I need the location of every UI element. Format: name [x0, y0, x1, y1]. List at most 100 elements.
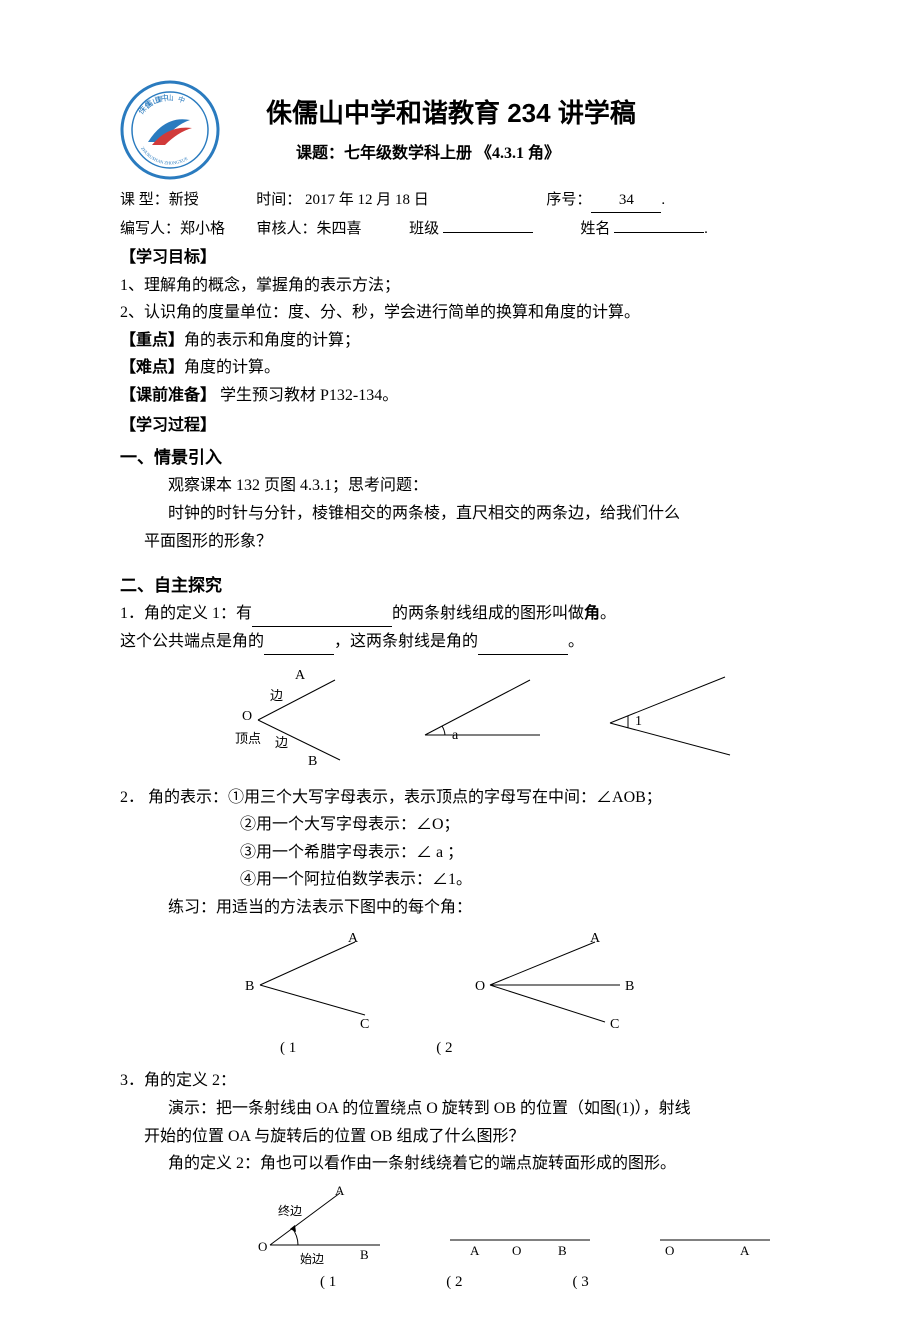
class-blank	[443, 232, 533, 233]
objective-2: 2、认识角的度量单位：度、分、秒，学会进行简单的换算和角度的计算。	[120, 300, 820, 326]
def1-prefix: 1．角的定义 1：有	[120, 605, 252, 622]
prep-line: 【课前准备】 学生预习教材 P132-134。	[120, 383, 820, 409]
subtitle: 课题：七年级数学科上册 《4.3.1 角》	[296, 141, 820, 167]
caption-3-2: ( 2	[446, 1270, 462, 1294]
def1-suffix: 的两条射线组成的图形叫做	[392, 605, 584, 622]
def1-end: 。	[600, 605, 616, 622]
svg-text:B: B	[245, 979, 254, 994]
rep-item-4: ④用一个阿拉伯数学表示：∠1。	[240, 867, 820, 893]
section1-title: 一、情景引入	[120, 444, 820, 471]
svg-text:顶点: 顶点	[235, 731, 261, 746]
angle-diagrams-3: A 终边 O 始边 B A O B O A	[240, 1185, 820, 1270]
svg-text:O: O	[258, 1239, 267, 1254]
focus-line: 【重点】角的表示和角度的计算；	[120, 328, 820, 354]
def1b-line: 这个公共端点是角的 ，这两条射线是角的 。	[120, 629, 820, 655]
rep-item-1: ①用三个大写字母表示，表示顶点的字母写在中间：∠AOB；	[228, 789, 662, 806]
focus-heading: 【重点】	[120, 332, 184, 349]
rep-item-2: ②用一个大写字母表示：∠O；	[240, 812, 820, 838]
svg-text:A: A	[590, 931, 601, 946]
svg-text:O: O	[512, 1243, 521, 1258]
reviewer-label: 审核人：	[257, 221, 317, 237]
svg-text:A: A	[295, 668, 306, 683]
author-label: 编写人：	[120, 221, 180, 237]
def1b-mid: ，这两条射线是角的	[334, 633, 478, 650]
angle-diagrams-1: A 边 O 顶点 边 B a 1	[180, 665, 820, 775]
def1b-blank1	[264, 639, 334, 655]
def2-line2: 开始的位置 OA 与旋转后的位置 OB 组成了什么图形？	[144, 1124, 820, 1150]
time-label: 时间：	[256, 192, 301, 208]
main-title: 侏儒山中学和谐教育 234 讲学稿	[266, 93, 820, 135]
caption-row-3: ( 1 ( 2 ( 3	[320, 1270, 820, 1294]
svg-text:a: a	[452, 728, 459, 743]
focus-text: 角的表示和角度的计算；	[184, 332, 360, 349]
angle-practice-2: A O B C	[460, 930, 660, 1030]
angle-alpha: a	[390, 665, 550, 775]
reviewer-value: 朱四喜	[317, 221, 362, 237]
svg-text:B: B	[625, 979, 634, 994]
difficulty-heading: 【难点】	[120, 359, 184, 376]
class-label: 班级	[409, 221, 439, 237]
svg-text:A: A	[335, 1185, 345, 1198]
difficulty-text: 角度的计算。	[184, 359, 280, 376]
svg-text:B: B	[308, 754, 317, 769]
straight-angle: A O B	[440, 1185, 600, 1270]
difficulty-line: 【难点】角度的计算。	[120, 355, 820, 381]
type-value: 新授	[169, 192, 199, 208]
def2-line3: 角的定义 2：角也可以看作由一条射线绕着它的端点旋转面形成的图形。	[168, 1151, 820, 1177]
meta-row-1: 课 型：新授 时间： 2017 年 12 月 18 日 序号：34.	[120, 188, 820, 213]
school-logo: 侏儒山中 侏 儒 山 中 ZHURUSHAN ZHONGXUE	[120, 80, 220, 180]
section1-line3: 平面图形的形象？	[144, 529, 820, 555]
meta-row-2: 编写人：郑小格 审核人：朱四喜 班级 姓名 .	[120, 217, 820, 241]
caption-row-2: ( 1 ( 2	[280, 1036, 820, 1060]
svg-text:边: 边	[270, 688, 283, 703]
header: 侏儒山中 侏 儒 山 中 ZHURUSHAN ZHONGXUE 侏儒山中学和谐教…	[120, 80, 820, 180]
caption-3-3: ( 3	[573, 1270, 589, 1294]
def1b-blank2	[478, 639, 568, 655]
rep-line: 2． 角的表示：①用三个大写字母表示，表示顶点的字母写在中间：∠AOB；	[120, 785, 820, 811]
section1-line2: 时钟的时针与分针，棱锥相交的两条棱，直尺相交的两条边，给我们什么	[168, 501, 820, 527]
name-label: 姓名	[580, 221, 610, 237]
rep-title: 2． 角的表示：	[120, 789, 228, 806]
practice-line: 练习：用适当的方法表示下图中的每个角：	[168, 895, 820, 921]
svg-text:1: 1	[635, 714, 642, 729]
svg-text:C: C	[610, 1017, 619, 1030]
objective-1: 1、理解角的概念，掌握角的表示方法；	[120, 273, 820, 299]
seq-label: 序号：	[546, 192, 591, 208]
title-block: 侏儒山中学和谐教育 234 讲学稿 课题：七年级数学科上册 《4.3.1 角》	[236, 93, 820, 166]
svg-text:A: A	[470, 1243, 480, 1258]
def2-line1: 演示：把一条射线由 OA 的位置绕点 O 旋转到 OB 的位置（如图(1)），射…	[168, 1096, 820, 1122]
svg-text:C: C	[360, 1017, 369, 1030]
time-value: 2017 年 12 月 18 日	[305, 192, 429, 208]
prep-heading: 【课前准备】	[120, 387, 216, 404]
svg-text:A: A	[348, 931, 359, 946]
section1-line1: 观察课本 132 页图 4.3.1；思考问题：	[168, 473, 820, 499]
svg-text:B: B	[360, 1247, 369, 1262]
svg-text:O: O	[242, 709, 252, 724]
def1-line: 1．角的定义 1：有 的两条射线组成的图形叫做角。	[120, 601, 820, 627]
svg-text:B: B	[558, 1243, 567, 1258]
caption-2-2: ( 2	[436, 1036, 452, 1060]
def1b-end: 。	[568, 633, 584, 650]
caption-2-1: ( 1	[280, 1036, 296, 1060]
rep-item-3: ③用一个希腊字母表示：∠ a ；	[240, 840, 820, 866]
angle-diagrams-2: A B C A O B C	[220, 930, 820, 1030]
def1-bold: 角	[584, 605, 600, 622]
svg-text:O: O	[475, 979, 485, 994]
svg-text:A: A	[740, 1243, 750, 1258]
def1b-prefix: 这个公共端点是角的	[120, 633, 264, 650]
objectives-heading: 【学习目标】	[120, 245, 820, 271]
angle-practice-1: A B C	[220, 930, 400, 1030]
caption-3-1: ( 1	[320, 1270, 336, 1294]
type-label: 课 型：	[120, 192, 169, 208]
overlap-angle: O A	[640, 1185, 780, 1270]
def1-blank	[252, 611, 392, 627]
name-blank	[614, 232, 704, 233]
angle-labeled-aob: A 边 O 顶点 边 B	[180, 665, 360, 775]
rotation-angle: A 终边 O 始边 B	[240, 1185, 400, 1270]
seq-value: 34	[591, 188, 661, 213]
prep-text: 学生预习教材 P132-134。	[220, 387, 398, 404]
svg-text:O: O	[665, 1243, 674, 1258]
section2-title: 二、自主探究	[120, 572, 820, 599]
svg-text:始边: 始边	[300, 1252, 324, 1266]
angle-one: 1	[580, 665, 740, 775]
